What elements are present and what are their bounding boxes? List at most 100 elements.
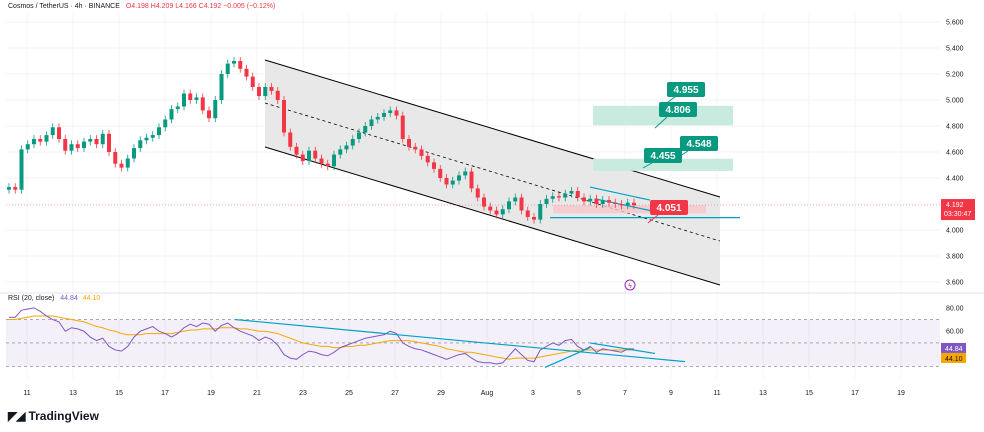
candle-body	[432, 162, 436, 169]
brand-name: TradingView	[28, 409, 99, 423]
x-tick-label: 15	[115, 390, 123, 397]
candle-body	[363, 126, 368, 133]
rsi-trendline-up	[544, 347, 591, 369]
candle-body	[194, 97, 199, 100]
candle-body	[125, 158, 130, 168]
candle-body	[394, 110, 399, 116]
candle-body	[163, 119, 168, 128]
lightning-icon-glyph: ϟ	[628, 283, 632, 290]
triangle-upper	[589, 186, 651, 201]
last-price-label: 4.192	[946, 202, 964, 209]
target-zone-lower	[593, 158, 733, 171]
rsi-value: 44.84	[60, 295, 78, 302]
channel-lower-line	[264, 146, 721, 286]
x-tick-label: 9	[669, 390, 673, 397]
rsi-value-tag	[941, 342, 966, 353]
candle-body	[619, 204, 624, 206]
rsi-triangle-upper	[589, 342, 656, 355]
candle-body	[425, 155, 430, 163]
candle-body	[75, 144, 80, 149]
x-tick-label: 17	[161, 390, 169, 397]
candle-body	[257, 87, 261, 97]
y-tick-label: 4.600	[946, 150, 964, 157]
candle-body	[88, 139, 93, 142]
y-tick-label: 5.400	[946, 46, 964, 53]
candle-body	[507, 201, 511, 210]
y-tick-label: 4.800	[946, 124, 964, 131]
candle-body	[319, 158, 324, 164]
candle-body	[488, 206, 493, 211]
y-tick-label: 5.200	[946, 72, 964, 79]
x-tick-label: 19	[897, 390, 905, 397]
y-tick-label: 4.000	[946, 228, 964, 235]
x-tick-label: 3	[531, 390, 535, 397]
support-label-4051-bg	[650, 200, 688, 215]
candle-body	[69, 144, 74, 151]
x-tick-label: 13	[69, 390, 77, 397]
x-tick-label: 17	[851, 390, 859, 397]
support-pointer	[647, 214, 659, 224]
candle-body	[275, 90, 280, 100]
rsi-ma-tag-label: 44.10	[945, 356, 963, 363]
rsi-trendline-down	[234, 318, 686, 363]
candle-body	[19, 149, 24, 190]
candle-body	[438, 168, 443, 178]
last-price-tag	[941, 199, 975, 221]
target-pointer	[654, 116, 668, 129]
candle-body	[469, 171, 474, 189]
brand[interactable]: ◤◢ TradingView	[8, 409, 99, 423]
candle-body	[588, 198, 593, 202]
candle-body	[375, 116, 380, 120]
candle-body	[457, 175, 461, 181]
candle-body	[413, 146, 418, 150]
candle-body	[625, 202, 630, 206]
x-tick-label: 13	[759, 390, 767, 397]
target-label-4955: 4.955	[673, 85, 698, 96]
countdown-label: 03:30:47	[944, 211, 971, 218]
candle-body	[613, 202, 618, 204]
x-tick-label: 29	[437, 390, 445, 397]
target-label-4806: 4.806	[665, 105, 690, 116]
y-tick-label: 5.600	[946, 20, 964, 27]
candle-body	[350, 139, 355, 146]
candle-body	[113, 152, 118, 164]
candle-body	[188, 93, 193, 100]
target-label-4548: 4.548	[686, 139, 711, 150]
candle-body	[294, 146, 299, 155]
candle-body	[575, 191, 580, 198]
candle-body	[382, 113, 386, 117]
candle-body	[600, 200, 605, 204]
candle-body	[25, 144, 30, 150]
candle-body	[119, 163, 124, 168]
x-tick-label: 21	[253, 390, 261, 397]
candle-body	[582, 197, 586, 202]
rsi-ma-tag	[941, 352, 966, 363]
x-tick-label: 11	[713, 390, 720, 397]
target-label-4806-bg	[659, 102, 697, 117]
candle-body	[82, 141, 86, 149]
tradingview-logo-icon: ◤◢	[8, 409, 25, 423]
x-tick-label: Aug	[481, 390, 494, 397]
candle-body	[419, 149, 424, 156]
target-pointer	[642, 162, 653, 169]
chart-header: Cosmos / TetherUS · 4h · BINANCE O4.198 …	[8, 3, 275, 10]
rsi-ma-line	[9, 315, 635, 360]
candle-body	[57, 127, 61, 139]
target-label-4455: 4.455	[650, 151, 675, 162]
target-label-4548-bg	[680, 136, 718, 151]
symbol-title[interactable]: Cosmos / TetherUS · 4h · BINANCE	[8, 3, 120, 10]
y-tick-label: 4.400	[946, 176, 964, 183]
candle-body	[344, 145, 349, 150]
lightning-icon	[624, 279, 636, 291]
candle-body	[513, 197, 518, 202]
candle-body	[169, 109, 174, 120]
candle-body	[494, 210, 499, 215]
y-tick-label: 3.600	[946, 280, 964, 287]
rsi-line	[9, 307, 635, 365]
rsi-header: RSI (20, close) 44.84 44.10	[8, 295, 100, 302]
candle-body	[263, 87, 268, 97]
candle-body	[388, 110, 393, 113]
rsi-label[interactable]: RSI (20, close)	[8, 295, 55, 302]
candle-body	[213, 100, 218, 119]
